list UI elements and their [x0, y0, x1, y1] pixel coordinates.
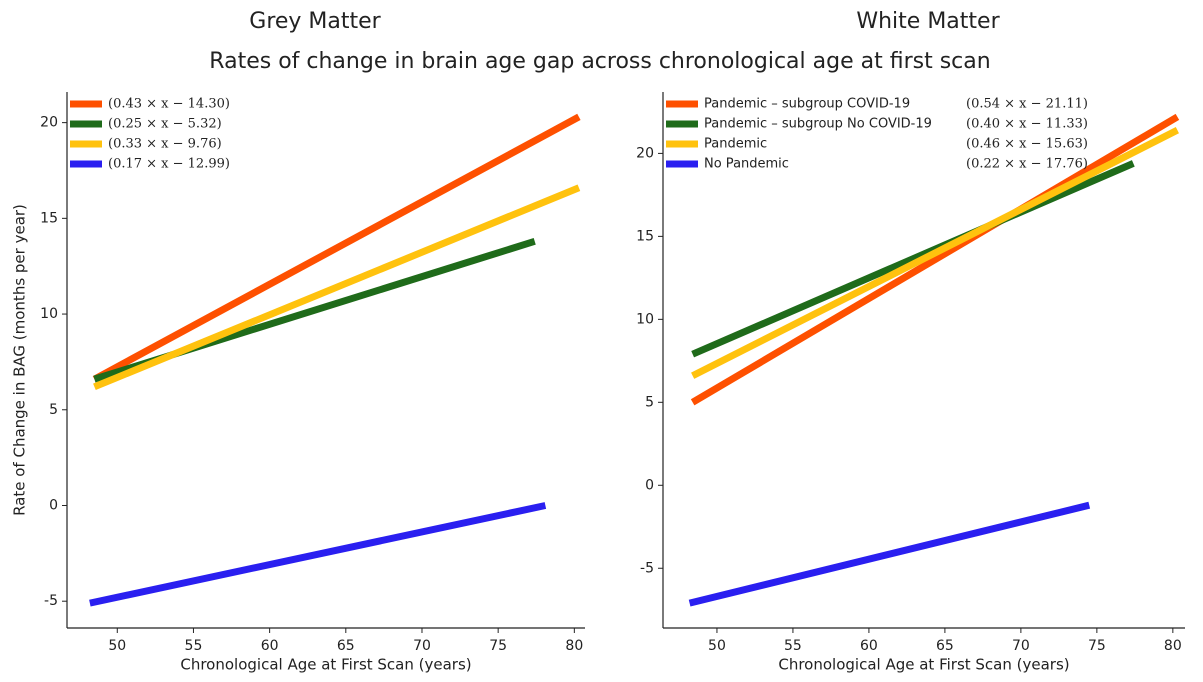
- x-tick-label: 50: [708, 638, 726, 654]
- legend-label: Pandemic – subgroup No COVID-19: [704, 117, 932, 132]
- legend-equation: (0.54 × x − 21.11): [966, 97, 1088, 112]
- y-tick-label: 20: [636, 145, 654, 161]
- legend-label: (0.43 × x − 14.30): [108, 97, 230, 112]
- x-tick-label: 65: [337, 638, 355, 654]
- data-line: [690, 113, 1180, 406]
- legend-label: (0.33 × x − 9.76): [108, 137, 222, 152]
- y-tick-label: 10: [636, 311, 654, 327]
- x-tick-label: 80: [565, 638, 583, 654]
- x-tick-label: 75: [489, 638, 507, 654]
- data-line: [92, 113, 581, 383]
- data-line: [93, 184, 581, 391]
- y-axis-label: Rate of Change in BAG (months per year): [11, 204, 29, 516]
- x-axis-label: Chronological Age at First Scan (years): [180, 656, 471, 674]
- x-tick-label: 60: [860, 638, 878, 654]
- data-line: [89, 502, 547, 607]
- y-tick-label: 10: [40, 306, 58, 322]
- x-tick-label: 55: [784, 638, 802, 654]
- data-line: [691, 160, 1135, 358]
- figure-title: Rates of change in brain age gap across …: [209, 49, 990, 74]
- legend-label: No Pandemic: [704, 157, 789, 172]
- y-tick-label: 0: [645, 477, 654, 493]
- y-tick-label: -5: [640, 560, 654, 576]
- x-tick-label: 70: [413, 638, 431, 654]
- y-tick-label: 15: [40, 210, 58, 226]
- x-tick-label: 70: [1012, 638, 1030, 654]
- x-tick-label: 75: [1088, 638, 1106, 654]
- legend-equation: (0.40 × x − 11.33): [966, 117, 1088, 132]
- y-tick-label: 20: [40, 115, 58, 131]
- y-tick-label: 0: [49, 497, 58, 513]
- panel-title: White Matter: [856, 9, 1000, 34]
- legend-equation: (0.22 × x − 17.76): [966, 157, 1088, 172]
- y-tick-label: 5: [49, 402, 58, 418]
- x-tick-label: 55: [185, 638, 203, 654]
- legend-label: Pandemic: [704, 137, 767, 152]
- x-axis-label: Chronological Age at First Scan (years): [778, 656, 1069, 674]
- x-tick-label: 50: [108, 638, 126, 654]
- y-tick-label: 15: [636, 228, 654, 244]
- panel-title: Grey Matter: [249, 9, 381, 34]
- y-tick-label: -5: [44, 593, 58, 609]
- x-tick-label: 60: [261, 638, 279, 654]
- legend-label: Pandemic – subgroup COVID-19: [704, 97, 910, 112]
- legend-equation: (0.46 × x − 15.63): [966, 137, 1088, 152]
- data-line: [691, 127, 1179, 379]
- x-tick-label: 80: [1164, 638, 1182, 654]
- x-tick-label: 65: [936, 638, 954, 654]
- legend-label: (0.25 × x − 5.32): [108, 117, 222, 132]
- data-line: [688, 501, 1091, 607]
- y-tick-label: 5: [645, 394, 654, 410]
- legend-label: (0.17 × x − 12.99): [108, 157, 230, 172]
